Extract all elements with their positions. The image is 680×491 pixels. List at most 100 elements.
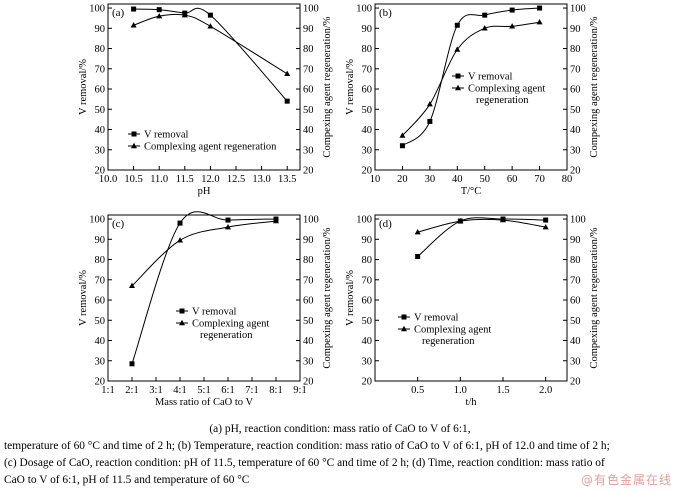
legend-marker-triangle [131,142,137,149]
legend-label-cont: regeneration [422,336,475,347]
y-tick-label-left: 40 [362,336,373,347]
data-point-square [131,6,137,12]
data-point-triangle [457,217,464,224]
y-tick-label-left: 40 [95,125,106,136]
chart-panel-a: 20 20 30 30 40 40 50 50 60 60 70 70 80 80 90 90 100 100 10… [78,3,333,197]
y-tick-label-right: 90 [570,24,581,35]
y-tick-label-right: 90 [570,235,581,246]
x-tick-label: 1.0 [454,385,467,396]
y-tick-label-right: 80 [303,44,314,55]
y-tick-label-left: 30 [362,356,373,367]
x-tick-label: 2:1 [125,385,138,396]
y-tick-label-left: 20 [95,377,106,388]
y-tick-label-left: 90 [95,235,106,246]
y-tick-label-left: 30 [95,356,106,367]
y-tick-label-left: 30 [95,145,106,156]
y-tick-label-right: 30 [570,356,581,367]
y-tick-label-right: 20 [303,377,314,388]
y-tick-label-right: 40 [303,336,314,347]
y-tick-label-left: 100 [89,4,105,15]
x-tick-label: 70 [534,174,545,185]
x-axis-label: T/°C [461,186,482,197]
data-point-triangle [542,223,549,230]
x-axis-label: pH [198,186,211,197]
y-tick-label-right: 100 [570,4,586,15]
legend-label: V removal [468,72,513,83]
data-point-square [156,7,162,13]
x-tick-label: 20 [397,174,408,185]
caption-line-1: (a) pH, reaction condition: mass ratio o… [209,423,471,435]
legend-marker-triangle [179,319,185,326]
y-tick-label-right: 40 [570,125,581,136]
x-tick-label: 0.5 [411,385,424,396]
legend-label: V removal [192,307,237,318]
y-tick-label-right: 90 [303,24,314,35]
y-axis-label-right: Compexing agent regeneration/% [589,16,600,157]
y-tick-label-right: 50 [570,105,581,116]
y-tick-label-left: 80 [362,255,373,266]
y-tick-label-right: 70 [570,275,581,286]
chart-panel-b: 20 20 30 30 40 40 50 50 60 60 70 70 80 80 90 90 100 100 10… [345,3,600,197]
x-tick-label: 13.5 [278,174,296,185]
caption-line-3: (c) Dosage of CaO, reaction condition: p… [4,457,605,469]
y-tick-label-right: 100 [570,215,586,226]
y-tick-label-right: 20 [303,166,314,177]
plot-frame [107,214,301,382]
legend-label-cont: regeneration [476,95,529,106]
data-point-triangle [177,237,183,243]
data-point-triangle [207,23,214,29]
y-tick-label-left: 90 [95,24,106,35]
x-tick-label: 11.5 [176,174,194,185]
y-tick-label-right: 30 [570,145,581,156]
data-point-square [509,7,515,13]
y-tick-label-right: 50 [303,316,314,327]
legend-label: V removal [144,130,189,141]
y-tick-label-right: 90 [303,235,314,246]
y-tick-label-left: 60 [362,85,373,96]
x-tick-label: 12.0 [201,174,219,185]
x-tick-label: 12.5 [227,174,245,185]
y-tick-label-left: 60 [95,296,106,307]
data-point-square [427,118,433,124]
y-tick-label-left: 80 [95,44,106,55]
y-tick-label-right: 30 [303,145,314,156]
series-line-v-removal [131,211,277,364]
y-tick-label-left: 70 [95,275,106,286]
x-tick-label: 5:1 [197,385,210,396]
y-tick-label-right: 100 [303,4,319,15]
y-axis-label-left: V removal/% [345,270,356,326]
x-tick-label: 80 [562,174,573,185]
plot-frame [374,3,568,171]
caption-line-4: CaO to V of 6:1, pH of 11.5 and temperat… [4,474,250,486]
legend-marker-triangle [455,84,461,91]
y-axis-label-left: V removal/% [345,59,356,115]
chart-panel-c: 20 20 30 30 40 40 50 50 60 60 70 70 80 80 90 90 100 100 1:… [78,211,333,408]
y-axis-label-right: Compexing agent regeneration/% [322,227,333,368]
y-tick-label-left: 20 [362,377,373,388]
y-axis-label-right: Compexing agent regeneration/% [322,16,333,157]
data-point-square [543,217,549,223]
x-tick-label: 7:1 [245,385,258,396]
y-tick-label-left: 50 [362,316,373,327]
legend-label-cont: regeneration [200,330,253,341]
data-point-square [454,22,460,28]
x-axis-label: t/h [465,397,477,408]
data-point-triangle [414,229,421,235]
y-tick-label-right: 60 [570,85,581,96]
x-tick-label: 1:1 [101,385,114,396]
x-tick-label: 6:1 [221,385,234,396]
y-axis-label-right: Compexing agent regeneration/% [589,227,600,368]
data-point-triangle [130,22,137,28]
y-tick-label-right: 70 [303,64,314,75]
data-point-triangle [399,132,406,138]
y-tick-label-left: 70 [95,64,106,75]
y-tick-label-right: 20 [570,377,581,388]
y-axis-label-left: V removal/% [78,270,89,326]
data-point-triangle [273,217,279,224]
y-tick-label-left: 100 [356,4,372,15]
y-tick-label-left: 50 [362,105,373,116]
